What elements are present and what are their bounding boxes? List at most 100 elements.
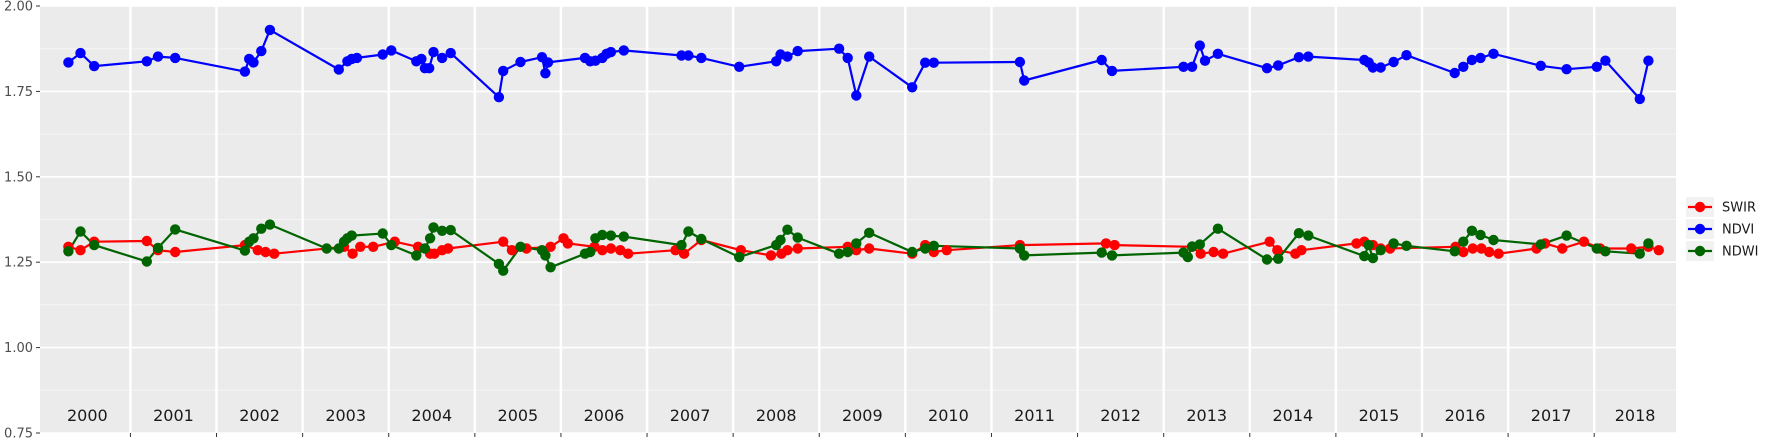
year-label: 2004 [411, 406, 452, 425]
series-points [63, 24, 1665, 276]
data-point-ndvi [152, 51, 164, 62]
year-label: 2002 [239, 406, 280, 425]
data-point-ndwi [321, 243, 332, 254]
data-point-ndwi [1561, 230, 1572, 241]
data-point-ndwi [1212, 223, 1224, 234]
data-point-ndwi [851, 238, 862, 249]
data-point-swir [545, 241, 556, 252]
legend-key-point [1694, 245, 1706, 257]
data-point-ndvi [493, 92, 505, 103]
data-point-swir [260, 246, 271, 258]
data-point-ndwi [920, 243, 931, 254]
data-point-ndwi [1449, 246, 1460, 257]
data-point-ndwi [1458, 236, 1469, 247]
year-label: 2018 [1615, 406, 1656, 425]
data-point-ndvi [1488, 48, 1499, 59]
data-point-ndvi [170, 52, 181, 64]
data-point-ndvi [1096, 54, 1107, 66]
data-point-ndvi [1212, 48, 1224, 59]
year-label: 2015 [1359, 406, 1400, 425]
year-label: 2006 [584, 406, 625, 425]
data-point-ndvi [351, 52, 363, 64]
data-point-ndvi [1600, 55, 1611, 66]
grid-minor [40, 48, 1676, 391]
data-point-ndwi [1591, 243, 1603, 254]
data-point-ndvi [1535, 60, 1547, 71]
data-point-ndvi [75, 47, 86, 59]
data-point-ndvi [1449, 67, 1460, 79]
data-point-ndwi [696, 233, 707, 245]
data-point-ndvi [1303, 51, 1314, 62]
year-label: 2005 [498, 406, 539, 425]
data-point-ndvi [1634, 93, 1646, 105]
data-point-ndvi [1018, 75, 1030, 86]
data-point-ndvi [907, 82, 918, 93]
data-point-swir [782, 245, 793, 256]
data-point-ndwi [239, 245, 251, 256]
data-point-swir [597, 245, 608, 256]
data-point-ndvi [416, 53, 427, 65]
data-point-ndwi [428, 222, 439, 233]
data-point-ndvi [618, 45, 629, 56]
data-point-swir [1351, 238, 1362, 249]
data-point-ndwi [141, 256, 152, 267]
data-point-swir [622, 248, 634, 259]
data-point-swir [1493, 248, 1504, 259]
data-point-ndvi [1466, 54, 1478, 66]
data-point-swir [1217, 248, 1229, 259]
data-point-swir [864, 243, 875, 254]
data-point-ndvi [141, 56, 152, 67]
data-point-ndwi [424, 233, 436, 244]
data-point-ndvi [386, 45, 397, 56]
y-axis: 0.75 1.00 1.25 1.50 1.75 2.00 [4, 0, 40, 442]
data-point-ndwi [928, 240, 939, 251]
data-point-ndvi [864, 51, 875, 62]
legend-key-point [1694, 223, 1706, 235]
data-point-ndvi [1186, 61, 1198, 72]
data-point-swir [1476, 243, 1487, 254]
data-point-ndwi [605, 230, 617, 241]
data-point-ndvi [436, 52, 448, 64]
data-point-ndvi [542, 57, 554, 68]
data-point-ndvi [1388, 56, 1399, 68]
data-point-ndwi [1182, 251, 1194, 263]
data-point-ndwi [1634, 248, 1646, 259]
data-point-ndwi [1401, 240, 1412, 251]
data-point-ndwi [775, 234, 786, 246]
data-point-ndwi [1643, 238, 1654, 249]
data-point-swir [1484, 246, 1495, 258]
data-point-ndvi [89, 60, 100, 72]
data-point-ndwi [436, 225, 448, 236]
data-point-ndvi [734, 61, 745, 72]
data-point-swir [1195, 248, 1206, 259]
data-point-ndvi [1273, 60, 1284, 71]
data-point-ndwi [75, 226, 86, 237]
data-point-swir [1264, 236, 1275, 247]
data-point-ndwi [792, 232, 803, 243]
year-label: 2012 [1100, 406, 1141, 425]
data-point-ndvi [248, 57, 259, 68]
data-point-swir [1296, 245, 1307, 256]
year-label: 2010 [928, 406, 969, 425]
data-point-swir [368, 241, 379, 252]
year-labels: 2000 2001 2002 2003 2004 2005 2006 2007 2008 2009… [67, 406, 1655, 425]
data-point-ndvi [683, 50, 694, 61]
data-point-ndwi [63, 246, 74, 257]
legend-label-swir: SWIR [1722, 201, 1756, 216]
data-point-ndwi [1363, 239, 1374, 251]
data-point-ndwi [1106, 250, 1118, 261]
data-point-ndwi [782, 224, 793, 235]
data-point-swir [792, 243, 803, 254]
data-point-ndvi [1475, 52, 1486, 64]
year-label: 2017 [1531, 406, 1572, 425]
data-point-ndvi [264, 24, 276, 36]
data-point-ndvi [851, 90, 862, 101]
data-point-ndwi [386, 239, 397, 251]
data-point-ndvi [1591, 61, 1603, 72]
year-label: 2007 [670, 406, 711, 425]
data-point-ndvi [1643, 55, 1654, 66]
data-point-ndwi [833, 248, 845, 259]
data-point-ndwi [618, 231, 629, 242]
data-point-ndwi [1475, 229, 1486, 241]
